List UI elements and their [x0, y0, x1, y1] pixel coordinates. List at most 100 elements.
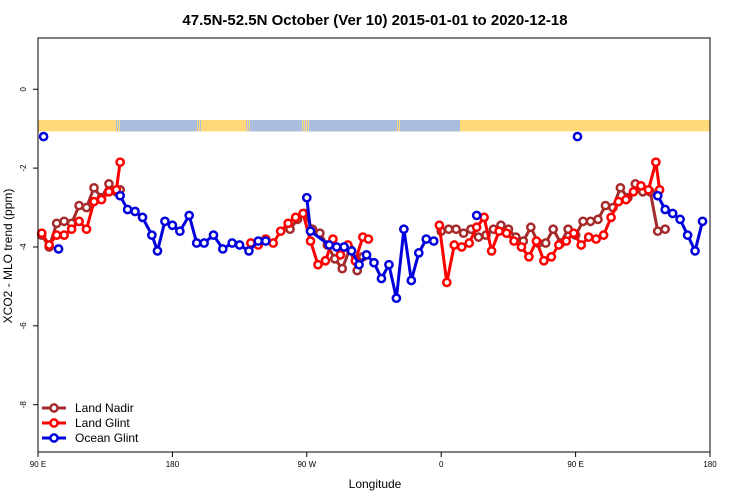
coast-fringe	[120, 120, 121, 132]
data-point	[167, 220, 178, 231]
data-point	[253, 236, 264, 246]
data-point	[471, 222, 482, 233]
ocean-band	[400, 120, 460, 132]
data-point	[621, 194, 631, 205]
x-tick-label: 90 W	[297, 460, 316, 469]
data-point	[89, 182, 99, 193]
coast-fringe	[200, 120, 201, 132]
data-point	[376, 273, 387, 284]
data-point	[501, 228, 512, 239]
coast-fringe	[303, 120, 304, 132]
data-point	[406, 275, 417, 286]
data-point	[369, 257, 379, 268]
data-point	[66, 224, 77, 235]
data-point	[53, 244, 64, 254]
data-point	[244, 246, 254, 256]
data-point	[89, 196, 99, 207]
data-point	[456, 242, 467, 252]
data-point	[667, 208, 678, 219]
data-point	[74, 200, 84, 211]
data-point	[59, 216, 69, 227]
data-point	[335, 250, 346, 260]
data-point	[531, 236, 542, 246]
data-point	[399, 224, 409, 235]
data-point	[208, 230, 219, 240]
data-point	[44, 240, 55, 250]
series-line	[437, 160, 662, 284]
data-point	[283, 218, 293, 229]
data-point	[593, 214, 603, 225]
coast-fringe	[248, 120, 249, 132]
coast-fringe	[398, 120, 399, 132]
data-point	[471, 210, 482, 221]
data-point	[305, 226, 316, 237]
data-point	[494, 226, 504, 237]
data-point	[104, 186, 114, 197]
data-point	[434, 220, 445, 231]
data-point	[339, 242, 349, 252]
legend-marker	[49, 418, 59, 428]
land-ocean-strip	[38, 120, 710, 132]
data-point	[152, 246, 163, 256]
data-point	[660, 204, 671, 215]
outlier-point	[38, 131, 49, 142]
data-point	[561, 236, 572, 246]
data-point	[509, 236, 519, 246]
data-point	[275, 226, 286, 237]
data-point	[464, 238, 475, 248]
data-point	[675, 214, 685, 225]
data-point	[298, 208, 308, 219]
data-point	[643, 184, 654, 195]
data-point	[346, 246, 357, 256]
x-tick-label: 180	[166, 460, 180, 469]
data-point	[130, 206, 140, 217]
data-point	[147, 230, 157, 240]
data-point	[115, 190, 125, 201]
data-point	[324, 240, 335, 250]
data-point	[578, 216, 588, 227]
data-point	[525, 222, 536, 233]
y-tick-label: -8	[19, 401, 28, 409]
data-point	[384, 259, 394, 270]
data-point	[451, 224, 461, 235]
data-point	[74, 216, 84, 227]
series-layer	[36, 131, 708, 304]
data-point	[320, 255, 331, 266]
data-point	[690, 246, 700, 256]
data-point	[413, 248, 424, 258]
y-tick-label: -6	[19, 322, 28, 330]
data-point	[104, 179, 114, 189]
data-point	[331, 242, 342, 252]
data-point	[568, 228, 579, 239]
data-point	[652, 190, 663, 201]
data-point	[540, 238, 551, 248]
coast-fringe	[396, 120, 397, 132]
data-point	[217, 244, 228, 254]
data-point	[628, 186, 639, 197]
coast-fringe	[118, 120, 119, 132]
y-tick-label: -4	[19, 243, 28, 251]
x-tick-label: 180	[703, 460, 717, 469]
data-point	[651, 157, 661, 168]
data-point	[122, 204, 133, 215]
series-ocean-glint	[53, 190, 708, 304]
data-point	[443, 224, 454, 235]
data-point	[479, 212, 489, 223]
coast-fringe	[301, 120, 302, 132]
data-point	[553, 240, 564, 250]
x-tick-label: 90 E	[567, 460, 583, 469]
y-axis-label: XCO2 - MLO trend (ppm)	[1, 189, 15, 324]
data-point	[137, 212, 148, 223]
data-point	[546, 251, 557, 262]
data-point	[115, 157, 125, 168]
y-axis-ticks: 0 -2 -4 -6 -8	[19, 86, 38, 408]
data-point	[598, 230, 609, 240]
data-point	[337, 263, 348, 274]
coast-fringe	[196, 120, 197, 132]
data-point	[428, 236, 439, 246]
data-point	[613, 196, 624, 207]
series-land-glint	[36, 157, 665, 288]
data-point	[548, 224, 559, 235]
data-point	[524, 251, 534, 262]
